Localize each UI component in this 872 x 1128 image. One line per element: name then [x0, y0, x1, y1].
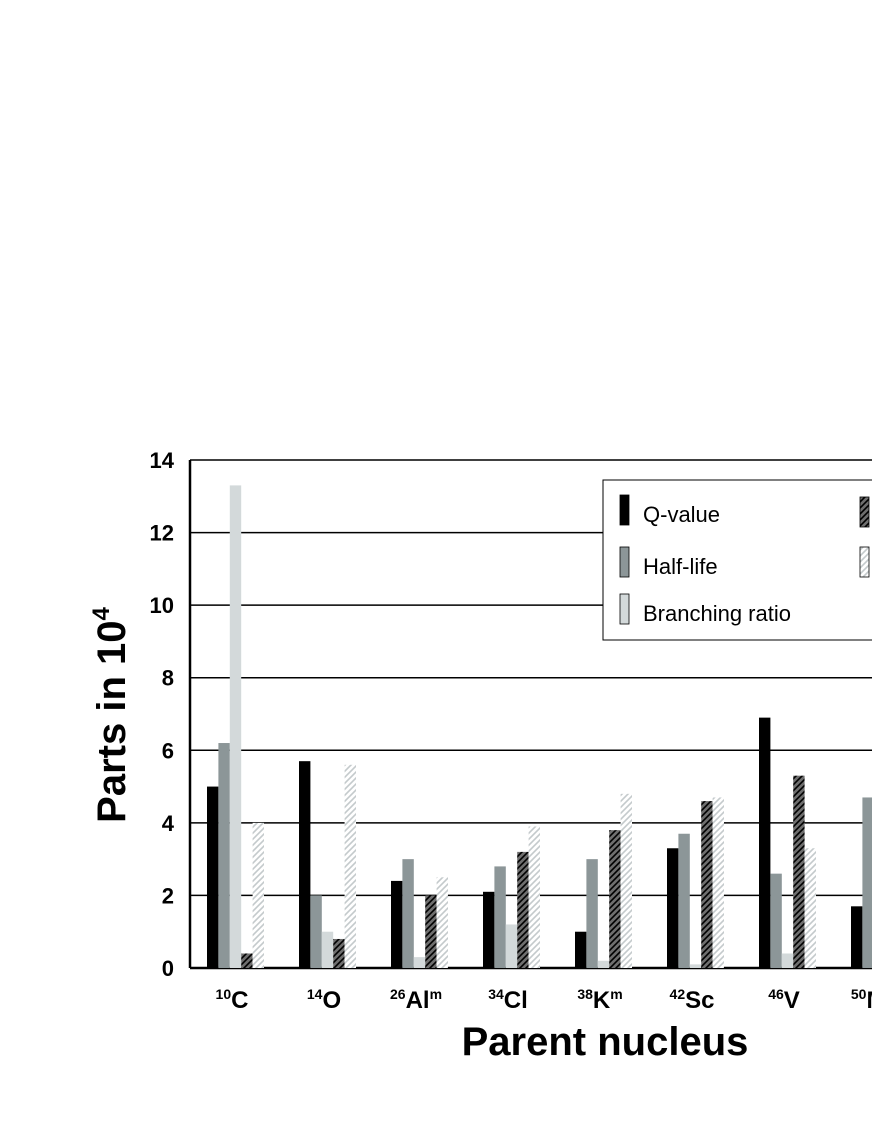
bar — [770, 873, 782, 968]
y-tick-label: 8 — [162, 666, 174, 691]
bar — [793, 775, 805, 968]
bar — [759, 717, 771, 968]
element-symbol: Al — [406, 987, 430, 1014]
bar — [689, 964, 702, 968]
legend-label: Q-value — [643, 502, 720, 527]
legend-swatch — [619, 494, 630, 526]
bar — [851, 906, 863, 968]
bar — [620, 793, 632, 968]
bar — [804, 848, 816, 968]
bar — [862, 797, 872, 968]
y-tick-label: 2 — [162, 883, 174, 908]
mass-number: 42 — [670, 986, 686, 1002]
legend-box — [602, 479, 872, 641]
isomer: m — [610, 986, 622, 1002]
y-tick-label: 14 — [150, 448, 175, 473]
bar — [218, 743, 230, 968]
bar — [712, 797, 724, 968]
bar — [310, 895, 322, 968]
x-tick-label: 34Cl — [488, 986, 528, 1014]
bar — [528, 826, 540, 968]
mass-number: 34 — [488, 986, 504, 1002]
y-axis-label: Parts in 104 — [88, 607, 134, 823]
bar — [321, 931, 334, 968]
bar — [207, 786, 219, 968]
x-tick-label: 42Sc — [670, 986, 715, 1014]
element-symbol: V — [784, 987, 800, 1014]
mass-number: 38 — [577, 986, 593, 1002]
bar — [609, 830, 621, 968]
x-tick-label: 10C — [216, 986, 249, 1014]
mass-number: 26 — [390, 986, 406, 1002]
y-tick-label: 12 — [150, 521, 174, 546]
mass-number: 14 — [307, 986, 323, 1002]
bar — [436, 877, 448, 968]
bar — [241, 953, 253, 968]
y-tick-label: 6 — [162, 738, 174, 763]
bar — [229, 485, 242, 968]
x-tick-label: 50Mn — [851, 986, 872, 1014]
element-symbol: C — [231, 987, 248, 1014]
bar — [299, 761, 311, 968]
y-tick-label: 0 — [162, 956, 174, 981]
bar — [575, 931, 587, 968]
bar — [701, 801, 713, 968]
x-tick-label: 38Km — [577, 986, 622, 1014]
element-symbol: Cl — [504, 987, 528, 1014]
legend-swatch — [859, 546, 870, 578]
bar — [667, 848, 679, 968]
bar — [333, 938, 345, 968]
x-tick-label: 46V — [768, 986, 800, 1014]
legend-label: Half-life — [643, 554, 718, 579]
bar — [505, 924, 518, 968]
bar — [494, 866, 506, 968]
y-tick-label: 4 — [162, 811, 175, 836]
x-tick-label: 26Alm — [390, 986, 442, 1014]
legend-swatch — [859, 496, 870, 528]
legend-swatch — [619, 546, 630, 578]
bar — [413, 957, 426, 968]
bar — [781, 953, 794, 968]
bar — [425, 895, 437, 968]
element-symbol: O — [322, 987, 341, 1014]
y-axis-label-sup: 4 — [88, 607, 115, 621]
x-axis-label: Parent nucleus — [462, 1020, 749, 1064]
legend-label: Branching ratio — [643, 601, 791, 626]
bar — [586, 859, 598, 968]
bar — [678, 833, 690, 968]
bar — [483, 891, 495, 968]
mass-number: 46 — [768, 986, 784, 1002]
bar — [597, 960, 610, 968]
element-symbol: Sc — [685, 987, 714, 1014]
y-axis-label-main: Parts in 10 — [90, 621, 134, 823]
bar — [391, 880, 403, 968]
bar — [517, 851, 529, 968]
mass-number: 10 — [216, 986, 232, 1002]
isomer: m — [430, 986, 442, 1002]
element-symbol: Mn — [866, 987, 872, 1014]
element-symbol: K — [593, 987, 611, 1014]
y-tick-label: 10 — [150, 593, 174, 618]
x-tick-label: 14O — [307, 986, 341, 1014]
mass-number: 50 — [851, 986, 867, 1002]
bar — [402, 859, 414, 968]
bar — [344, 764, 356, 968]
legend-swatch — [619, 593, 630, 625]
bar — [252, 822, 264, 968]
